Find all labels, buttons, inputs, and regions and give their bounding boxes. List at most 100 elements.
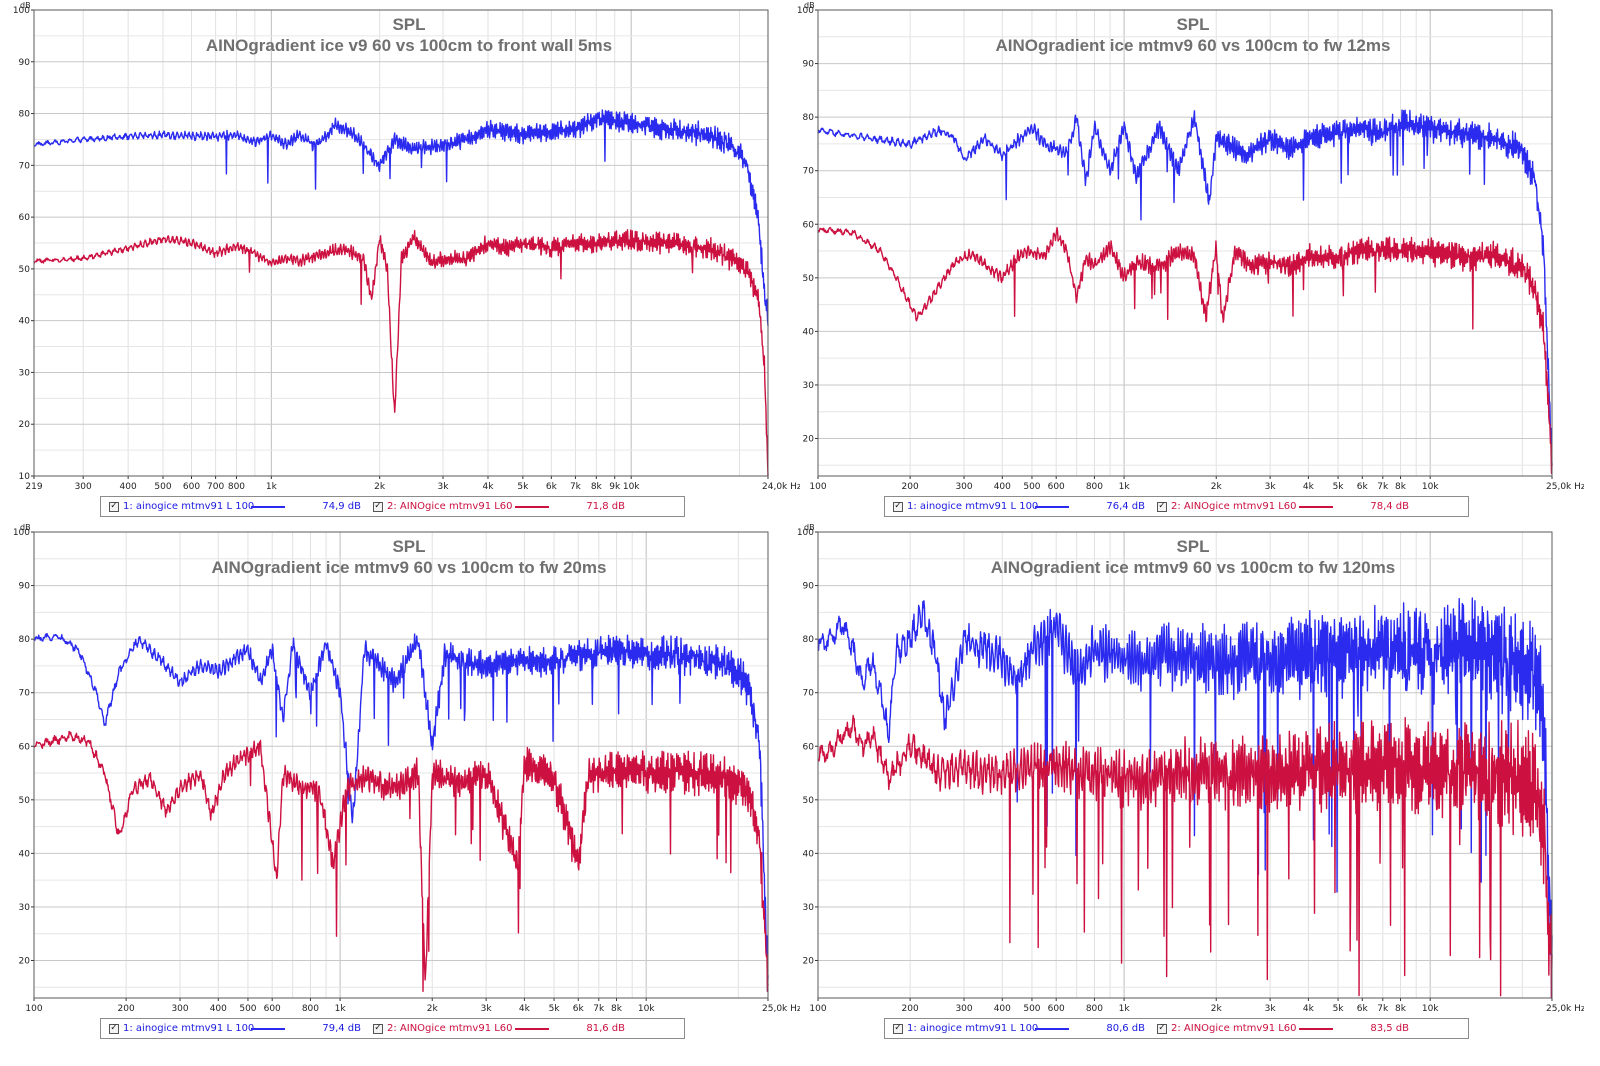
y-tick-label: 80 (19, 110, 31, 120)
x-tick-label: 200 (902, 482, 919, 492)
x-tick-label: 5k (1333, 482, 1345, 492)
y-tick-label: 20 (19, 420, 31, 430)
x-tick-label: 7k (593, 1004, 605, 1014)
x-tick-label: 300 (955, 482, 972, 492)
legend-item-2-s2[interactable]: ✓ 2: AINOgice mtmv91 L60 78,4 dB (1149, 501, 1413, 512)
x-tick-label: 300 (75, 482, 92, 492)
y-tick-label: 50 (803, 796, 815, 806)
legend-series-value: 71,8 dB (586, 501, 625, 512)
x-tick-label: 600 (1048, 482, 1065, 492)
legend-line-swatch (1035, 1027, 1069, 1030)
legend-series-value: 78,4 dB (1370, 501, 1409, 512)
x-tick-label: 5k (549, 1004, 561, 1014)
checkbox-icon[interactable]: ✓ (1157, 1023, 1167, 1034)
x-tick-label: 100 (809, 1004, 826, 1014)
chart-panel-4: 20 30 40 50 60 70 80 90 100 dB 100 200 300 400 500 600 8… (784, 522, 1584, 1055)
legend-item-4-s1[interactable]: ✓ 1: ainogice mtmv91 L 100 80,6 dB (885, 1023, 1149, 1034)
x-tick-label: 1k (266, 482, 278, 492)
legend-item-3-s1[interactable]: ✓ 1: ainogice mtmv91 L 100 79,4 dB (101, 1023, 365, 1034)
x-tick-label: 500 (1023, 482, 1040, 492)
x-tick-label: 100 (809, 482, 826, 492)
legend-line-swatch (251, 1027, 285, 1030)
x-tick-label: 8k (1395, 482, 1407, 492)
legend-line-swatch (515, 1027, 549, 1030)
x-tick-label: 5k (1333, 1004, 1345, 1014)
chart-panel-2: 20 30 40 50 60 70 80 90 100 dB 100 200 300 400 500 600 8… (784, 0, 1584, 533)
x-tick-label: 2k (1211, 482, 1223, 492)
series-line-2 (33, 730, 769, 993)
x-tick-label: 4k (1303, 482, 1315, 492)
x-tick-label: 25,0k Hz (762, 1004, 800, 1014)
x-tick-label: 6k (573, 1004, 585, 1014)
x-tick-label: 800 (1086, 1004, 1103, 1014)
checkbox-icon[interactable]: ✓ (373, 1023, 383, 1034)
y-tick-label: 90 (19, 58, 31, 68)
legend-item-1-s2[interactable]: ✓ 2: AINOgice mtmv91 L60 71,8 dB (365, 501, 629, 512)
x-tick-label: 400 (210, 1004, 227, 1014)
x-tick-label: 24,0k Hz (762, 482, 800, 492)
chart-title: SPL (392, 15, 425, 34)
checkbox-icon[interactable]: ✓ (109, 1023, 119, 1034)
legend-item-3-s2[interactable]: ✓ 2: AINOgice mtmv91 L60 81,6 dB (365, 1023, 629, 1034)
x-tick-label: 600 (183, 482, 200, 492)
y-tick-label: 70 (19, 689, 31, 699)
checkbox-icon[interactable]: ✓ (893, 1023, 903, 1034)
series-line-1 (33, 109, 769, 326)
x-tick-label: 400 (994, 1004, 1011, 1014)
series-line-1 (33, 633, 769, 993)
x-tick-label: 600 (1048, 1004, 1065, 1014)
x-tick-label: 200 (902, 1004, 919, 1014)
series-line-1 (817, 109, 1553, 465)
chart-subtitle: AINOgradient ice mtmv9 60 vs 100cm to fw… (996, 36, 1391, 55)
legend-line-swatch (1035, 505, 1069, 508)
chart-title: SPL (1176, 537, 1209, 556)
y-tick-label: 70 (803, 167, 815, 177)
x-tick-label: 7k (570, 482, 582, 492)
x-tick-label: 10k (1422, 482, 1439, 492)
x-tick-label: 3k (1265, 1004, 1277, 1014)
x-tick-label: 10k (623, 482, 640, 492)
x-tick-label: 1k (335, 1004, 347, 1014)
y-tick-label: 90 (803, 60, 815, 70)
legend-line-swatch (515, 505, 549, 508)
legend-series-name: 2: AINOgice mtmv91 L60 (387, 1023, 513, 1034)
x-tick-label: 500 (1023, 1004, 1040, 1014)
y-tick-label: 40 (803, 327, 815, 337)
x-tick-label: 3k (1265, 482, 1277, 492)
x-tick-label: 6k (1357, 1004, 1369, 1014)
legend-2: ✓ 1: ainogice mtmv91 L 100 76,4 dB ✓ 2: … (884, 496, 1469, 517)
y-tick-label: 70 (19, 161, 31, 171)
x-tick-label: 2k (1211, 1004, 1223, 1014)
y-tick-label: 20 (803, 435, 815, 445)
checkbox-icon[interactable]: ✓ (1157, 501, 1167, 512)
legend-line-swatch (251, 505, 285, 508)
y-tick-label: 50 (19, 265, 31, 275)
x-tick-label: 1k (1119, 1004, 1131, 1014)
x-tick-label: 6k (546, 482, 558, 492)
checkbox-icon[interactable]: ✓ (893, 501, 903, 512)
checkbox-icon[interactable]: ✓ (109, 501, 119, 512)
x-tick-label: 2k (374, 482, 386, 492)
y-tick-label: 60 (19, 742, 31, 752)
x-tick-label: 800 (302, 1004, 319, 1014)
x-tick-label: 800 (1086, 482, 1103, 492)
x-tick-label: 400 (994, 482, 1011, 492)
y-tick-label: 30 (803, 381, 815, 391)
y-tick-label: 30 (19, 903, 31, 913)
legend-line-swatch (1299, 505, 1333, 508)
y-tick-label: 20 (803, 957, 815, 967)
y-axis-unit-label: dB (20, 1, 31, 10)
legend-item-4-s2[interactable]: ✓ 2: AINOgice mtmv91 L60 83,5 dB (1149, 1023, 1413, 1034)
y-axis-unit-label: dB (20, 523, 31, 532)
y-tick-label: 40 (803, 849, 815, 859)
plot-frame (33, 531, 769, 999)
legend-series-name: 2: AINOgice mtmv91 L60 (1171, 501, 1297, 512)
y-tick-label: 30 (19, 368, 31, 378)
legend-item-2-s1[interactable]: ✓ 1: ainogice mtmv91 L 100 76,4 dB (885, 501, 1149, 512)
y-tick-label: 10 (19, 472, 31, 482)
chart-subtitle: AINOgradient ice mtmv9 60 vs 100cm to fw… (212, 558, 607, 577)
legend-series-name: 1: ainogice mtmv91 L 100 (123, 1023, 255, 1034)
x-tick-label: 700 (207, 482, 224, 492)
legend-item-1-s1[interactable]: ✓ 1: ainogice mtmv91 L 100 74,9 dB (101, 501, 365, 512)
checkbox-icon[interactable]: ✓ (373, 501, 383, 512)
